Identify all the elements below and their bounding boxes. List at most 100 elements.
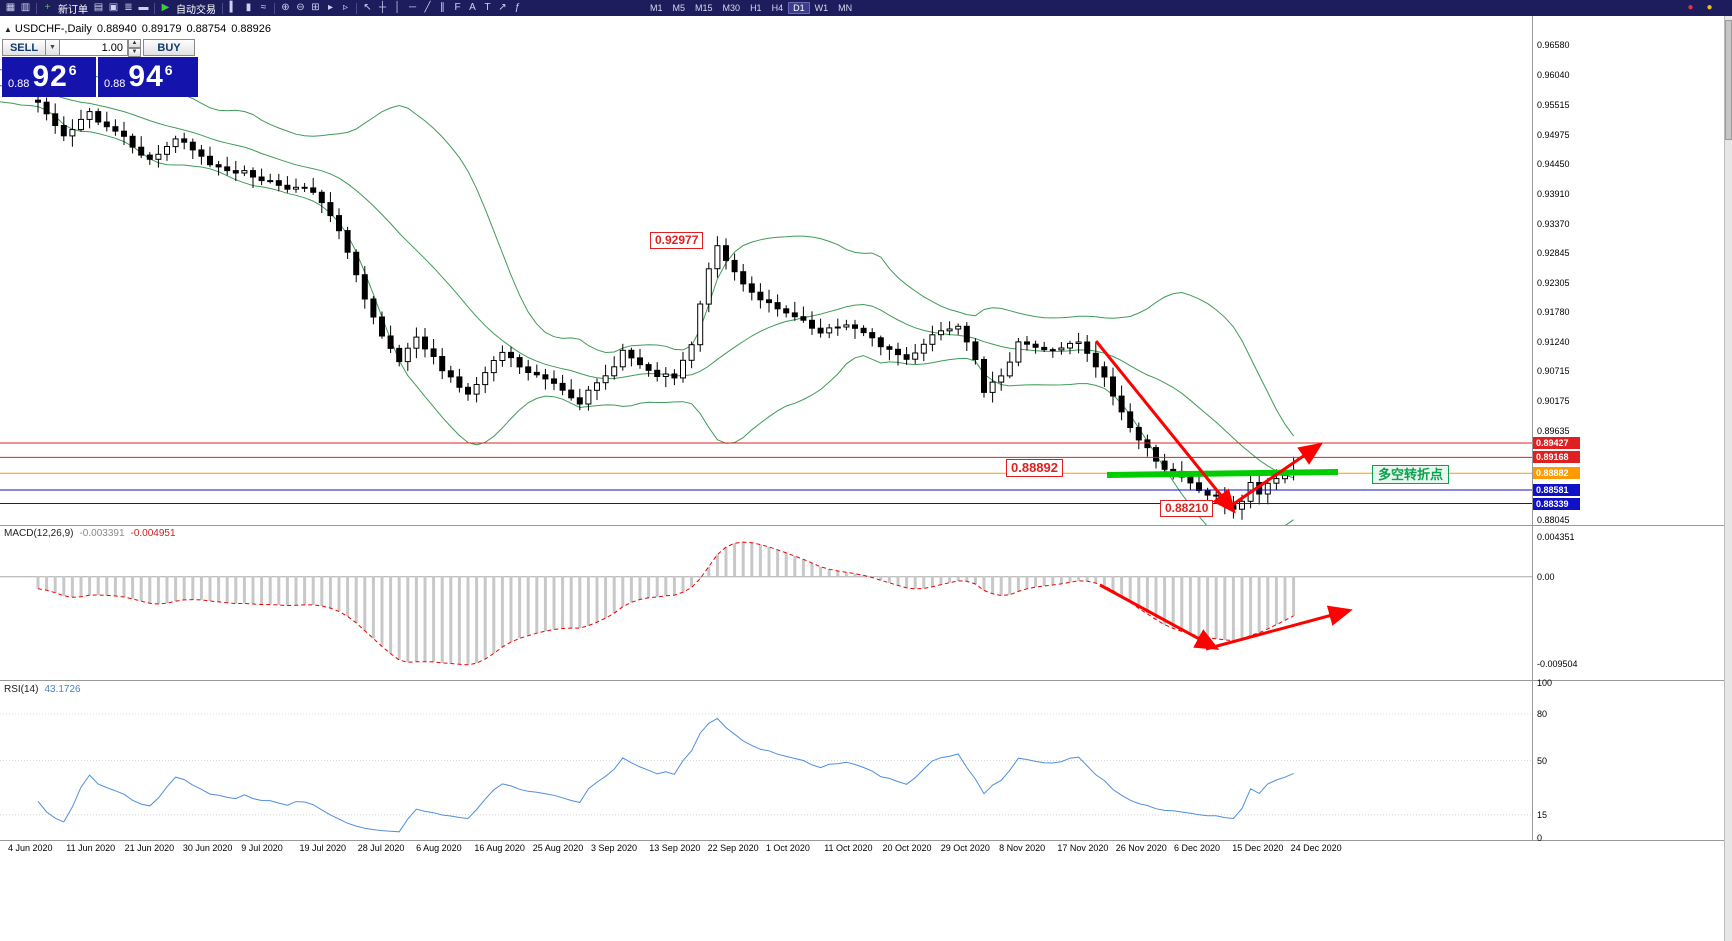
alert-icon[interactable]: ● [1706, 2, 1713, 13]
macd-main-value: -0.003391 [79, 528, 125, 539]
price-label-bottom[interactable]: 0.88210 [1160, 500, 1214, 517]
vertical-line-icon[interactable]: │ [394, 2, 401, 13]
new-order-plus-icon[interactable]: + [44, 2, 51, 13]
timeframe-m30[interactable]: M30 [722, 3, 741, 13]
price-tick: 0.93370 [1537, 218, 1570, 229]
buy-price-panel[interactable]: 0.88 94 6 [98, 57, 198, 97]
fibonacci-icon[interactable]: F [454, 2, 461, 13]
date-label: 11 Oct 2020 [824, 843, 873, 853]
date-label: 20 Oct 2020 [882, 843, 932, 853]
date-label: 15 Dec 2020 [1232, 843, 1284, 853]
new-order-button[interactable]: 新订单 [58, 4, 88, 16]
collapse-panel-icon[interactable]: ▲ [4, 25, 12, 34]
arrows-icon[interactable]: ↗ [498, 2, 507, 13]
candlestick-icon[interactable]: ▮ [245, 2, 252, 13]
price-tick: 0.92305 [1537, 278, 1570, 288]
chart-canvas[interactable] [0, 0, 1732, 860]
bull-bear-turning-point-note[interactable]: 多空转折点 [1372, 465, 1450, 484]
trade-price-row: 0.88 92 6 0.88 94 6 [2, 57, 200, 97]
profiles-icon[interactable]: ▥ [20, 2, 31, 13]
data-window-icon[interactable]: ▣ [108, 2, 119, 13]
text-icon[interactable]: A [469, 2, 476, 13]
sell-price-prefix: 0.88 [8, 78, 30, 90]
volume-down-icon[interactable]: ▼ [128, 48, 141, 57]
cursor-icon[interactable]: ↖ [363, 2, 372, 13]
date-label: 8 Nov 2020 [999, 843, 1046, 853]
macd-signal-value: -0.004951 [130, 528, 176, 539]
zoom-out-icon[interactable]: ⊖ [296, 2, 305, 13]
tile-windows-icon[interactable]: ⊞ [311, 2, 320, 13]
date-label: 24 Dec 2020 [1290, 843, 1342, 853]
label-icon[interactable]: T [484, 2, 491, 13]
timeframe-h4[interactable]: H4 [771, 3, 784, 13]
buy-button[interactable]: BUY [143, 39, 195, 56]
sell-price-panel[interactable]: 0.88 92 6 [2, 57, 96, 97]
ohlc-open: 0.88940 [96, 23, 137, 35]
sell-button[interactable]: SELL [2, 39, 46, 56]
timeframe-m5[interactable]: M5 [672, 3, 686, 13]
price-tick: 0.94975 [1537, 129, 1570, 140]
price-tag: 0.88339 [1533, 497, 1580, 510]
price-scale[interactable]: 0.96580 0.96040 0.95515 0.94975 0.94450 0.939… [1533, 0, 1723, 860]
date-label: 21 Jun 2020 [124, 843, 175, 853]
new-chart-icon[interactable]: ▦ [5, 2, 16, 13]
timeframe-m15[interactable]: M15 [695, 3, 713, 13]
toolbar-separator [36, 2, 37, 14]
buy-price-pip: 6 [164, 62, 173, 78]
trendline-icon[interactable]: ╱ [424, 2, 431, 13]
price-tick: 0.96580 [1537, 40, 1570, 51]
price-tick: 0.90715 [1537, 366, 1570, 377]
time-scale[interactable]: 4 Jun 2020 11 Jun 2020 21 Jun 2020 30 Jun 2… [0, 843, 1532, 855]
toolbar-right-icons: ● ● [1683, 1, 1729, 15]
market-watch-icon[interactable]: ▤ [93, 2, 104, 13]
price-tag: 0.88882 [1533, 467, 1580, 480]
terminal-icon[interactable]: ▬ [138, 2, 149, 13]
volume-input[interactable] [60, 39, 128, 56]
bar-chart-icon[interactable]: ▍ [229, 2, 238, 13]
date-label: 3 Sep 2020 [591, 843, 638, 853]
line-chart-icon[interactable]: ≈ [260, 2, 267, 13]
vertical-scrollbar[interactable] [1724, 16, 1732, 941]
ohlc-low: 0.88754 [186, 23, 227, 35]
timeframe-m1[interactable]: M1 [650, 3, 663, 13]
toolbar-separator [356, 2, 357, 14]
volume-up-icon[interactable]: ▲ [128, 39, 141, 48]
zoom-in-icon[interactable]: ⊕ [281, 2, 290, 13]
date-label: 28 Jul 2020 [357, 843, 405, 853]
rsi-axis-tick: 15 [1537, 809, 1548, 820]
price-tick: 0.88045 [1537, 514, 1570, 525]
ohlc-high: 0.89179 [141, 23, 182, 35]
news-icon[interactable]: ● [1687, 2, 1694, 13]
date-label: 17 Nov 2020 [1057, 843, 1109, 853]
chart-symbol-label: USDCHF-,Daily [14, 23, 92, 35]
macd-indicator-label: MACD(12,26,9) -0.003391 -0.004951 [4, 528, 176, 539]
crosshair-icon[interactable]: ┼ [378, 2, 387, 13]
timeframe-d1[interactable]: D1 [788, 2, 810, 14]
date-label: 22 Sep 2020 [707, 843, 759, 853]
channel-icon[interactable]: ∥ [440, 2, 445, 13]
indicators-icon[interactable]: ƒ [514, 2, 521, 13]
sell-price-big: 92 [32, 60, 68, 93]
horizontal-line-icon[interactable]: ─ [408, 2, 417, 13]
date-label: 26 Nov 2020 [1115, 843, 1167, 853]
price-label-support[interactable]: 0.88892 [1006, 459, 1063, 477]
autotrade-button[interactable]: 自动交易 [176, 4, 216, 16]
rsi-axis-tick: 100 [1537, 678, 1553, 688]
price-tag: 0.88581 [1533, 484, 1580, 496]
rsi-name: RSI(14) [4, 684, 39, 695]
scrollbar-thumb[interactable] [1725, 20, 1732, 140]
timeframe-w1[interactable]: W1 [814, 3, 829, 13]
price-label-peak[interactable]: 0.92977 [650, 232, 704, 249]
main-toolbar: ▦ ▥ + 新订单 ▤ ▣ ≣ ▬ ▶ 自动交易 ▍ ▮ ≈ ⊕ ⊖ ⊞ ▸ ▹ ↖ ┼ │ ─ ╱ ∥ F A T ↗ ƒ M1 M5 M1… [0, 0, 1732, 16]
price-tick: 0.96040 [1537, 70, 1570, 81]
price-tick: 0.94450 [1537, 158, 1570, 169]
macd-axis-tick: -0.009504 [1537, 659, 1578, 670]
auto-scroll-icon[interactable]: ▸ [327, 2, 334, 13]
chart-ohlc-header: ▲ USDCHF-,Daily 0.88940 0.89179 0.88754 0.889… [4, 23, 276, 35]
timeframe-h1[interactable]: H1 [750, 3, 762, 13]
navigator-icon[interactable]: ≣ [124, 2, 133, 13]
timeframe-mn[interactable]: MN [838, 3, 853, 13]
autotrade-play-icon[interactable]: ▶ [161, 2, 170, 13]
chart-shift-icon[interactable]: ▹ [342, 2, 349, 13]
volume-dropdown-icon[interactable]: ▼ [46, 39, 60, 56]
